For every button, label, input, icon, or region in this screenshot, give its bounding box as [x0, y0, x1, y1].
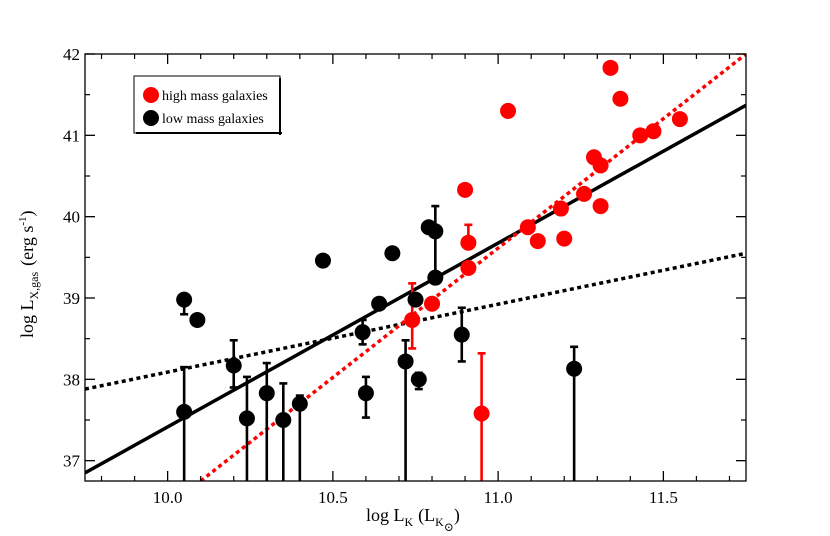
legend-label-low-mass: low mass galaxies — [162, 112, 264, 127]
high-mass-point — [519, 219, 536, 236]
high-mass-point — [592, 198, 609, 215]
high-mass-point — [602, 59, 619, 76]
low-mass-point — [314, 252, 331, 269]
low-mass-point — [176, 291, 193, 308]
low-mass-point — [275, 412, 292, 428]
legend: high mass galaxies low mass galaxies — [133, 75, 282, 135]
high-mass-point — [576, 185, 593, 202]
x-tick-label: 10.5 — [318, 488, 348, 507]
high-mass-point — [500, 102, 517, 119]
high-mass-point — [632, 127, 649, 144]
plot-area — [85, 54, 746, 481]
plot-frame — [84, 53, 747, 482]
y-tick-label: 39 — [63, 289, 80, 308]
high-mass-point — [473, 405, 490, 422]
high-mass-point — [671, 111, 688, 128]
y-tick-label: 42 — [63, 45, 80, 64]
fit-line-0 — [85, 103, 746, 475]
low-mass-point — [410, 371, 427, 388]
high-mass-point — [424, 295, 441, 312]
low-mass-point — [357, 385, 374, 402]
low-mass-point — [189, 311, 206, 328]
low-mass-point — [453, 326, 470, 343]
low-mass-point — [384, 245, 401, 262]
high-mass-point — [404, 311, 421, 328]
x-axis-label: log LK (LK⊙) — [366, 505, 460, 534]
low-mass-point — [427, 223, 444, 240]
low-mass-point — [427, 269, 444, 286]
high-mass-point — [592, 157, 609, 174]
y-tick-label: 41 — [63, 126, 80, 145]
low-mass-point — [225, 357, 242, 374]
high-mass-point — [460, 259, 477, 276]
high-mass-point — [457, 181, 474, 198]
y-axis-label: log LX,gas(erg s-1) — [17, 210, 41, 338]
high-mass-point — [552, 200, 569, 217]
x-tick-label: 11.0 — [484, 488, 513, 507]
y-tick-label: 38 — [63, 370, 80, 389]
x-tick-label: 11.5 — [649, 488, 678, 507]
y-tick-label: 40 — [63, 208, 80, 227]
legend-marker-low-mass — [143, 110, 159, 126]
low-mass-point — [407, 291, 424, 308]
low-mass-point — [291, 395, 308, 412]
low-mass-point — [238, 410, 255, 427]
legend-marker-high-mass — [143, 87, 159, 103]
low-mass-point — [397, 353, 414, 370]
legend-label-high-mass: high mass galaxies — [162, 89, 268, 104]
high-mass-point — [556, 230, 573, 247]
y-tick-label: 37 — [63, 452, 81, 471]
low-mass-point — [258, 385, 275, 402]
x-tick-label: 10.0 — [153, 488, 183, 507]
high-mass-point — [612, 90, 629, 107]
low-mass-point — [176, 403, 193, 420]
low-mass-point — [566, 360, 583, 377]
high-mass-point — [460, 234, 477, 251]
low-mass-point — [371, 295, 388, 312]
low-mass-point — [354, 324, 371, 341]
high-mass-point — [645, 123, 662, 140]
high-mass-point — [529, 233, 546, 250]
